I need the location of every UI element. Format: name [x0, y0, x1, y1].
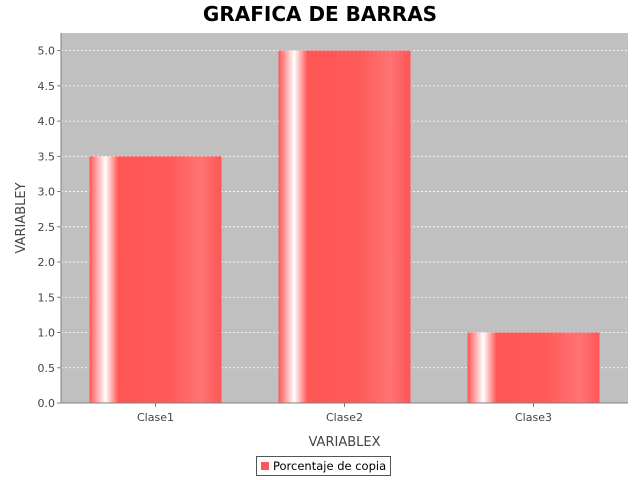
legend-label: Porcentaje de copia [273, 459, 387, 473]
y-tick-label: 0.0 [38, 397, 56, 410]
y-tick-label: 0.5 [38, 362, 56, 375]
y-tick-label: 1.5 [38, 291, 56, 304]
y-tick-label: 1.0 [38, 327, 56, 340]
x-tick-label: Clase2 [326, 411, 363, 424]
bar-clase3 [467, 332, 600, 403]
x-axis-label: VARIABLEX [309, 435, 381, 450]
x-tick-label: Clase3 [515, 411, 552, 424]
y-tick-label: 2.5 [38, 221, 56, 234]
y-tick-label: 2.0 [38, 256, 56, 269]
y-tick-label: 4.0 [38, 115, 56, 128]
y-tick-label: 3.0 [38, 186, 56, 199]
chart-title: GRAFICA DE BARRAS [202, 2, 438, 26]
y-tick-label: 4.5 [38, 80, 56, 93]
bar-clase2 [278, 50, 411, 403]
legend: Porcentaje de copia [256, 456, 392, 476]
bar-clase1 [89, 156, 222, 403]
y-tick-label: 3.5 [38, 150, 56, 163]
y-axis-label: VARIABLEY [14, 182, 29, 253]
x-ticks: Clase1 Clase2 Clase3 [137, 403, 552, 424]
legend-swatch [261, 462, 269, 470]
y-tick-label: 5.0 [38, 45, 56, 58]
x-tick-label: Clase1 [137, 411, 174, 424]
y-ticks: 0.0 0.5 1.0 1.5 2.0 2.5 3.0 3.5 4.0 4.5 5.0 [38, 45, 61, 410]
bars [89, 50, 600, 403]
